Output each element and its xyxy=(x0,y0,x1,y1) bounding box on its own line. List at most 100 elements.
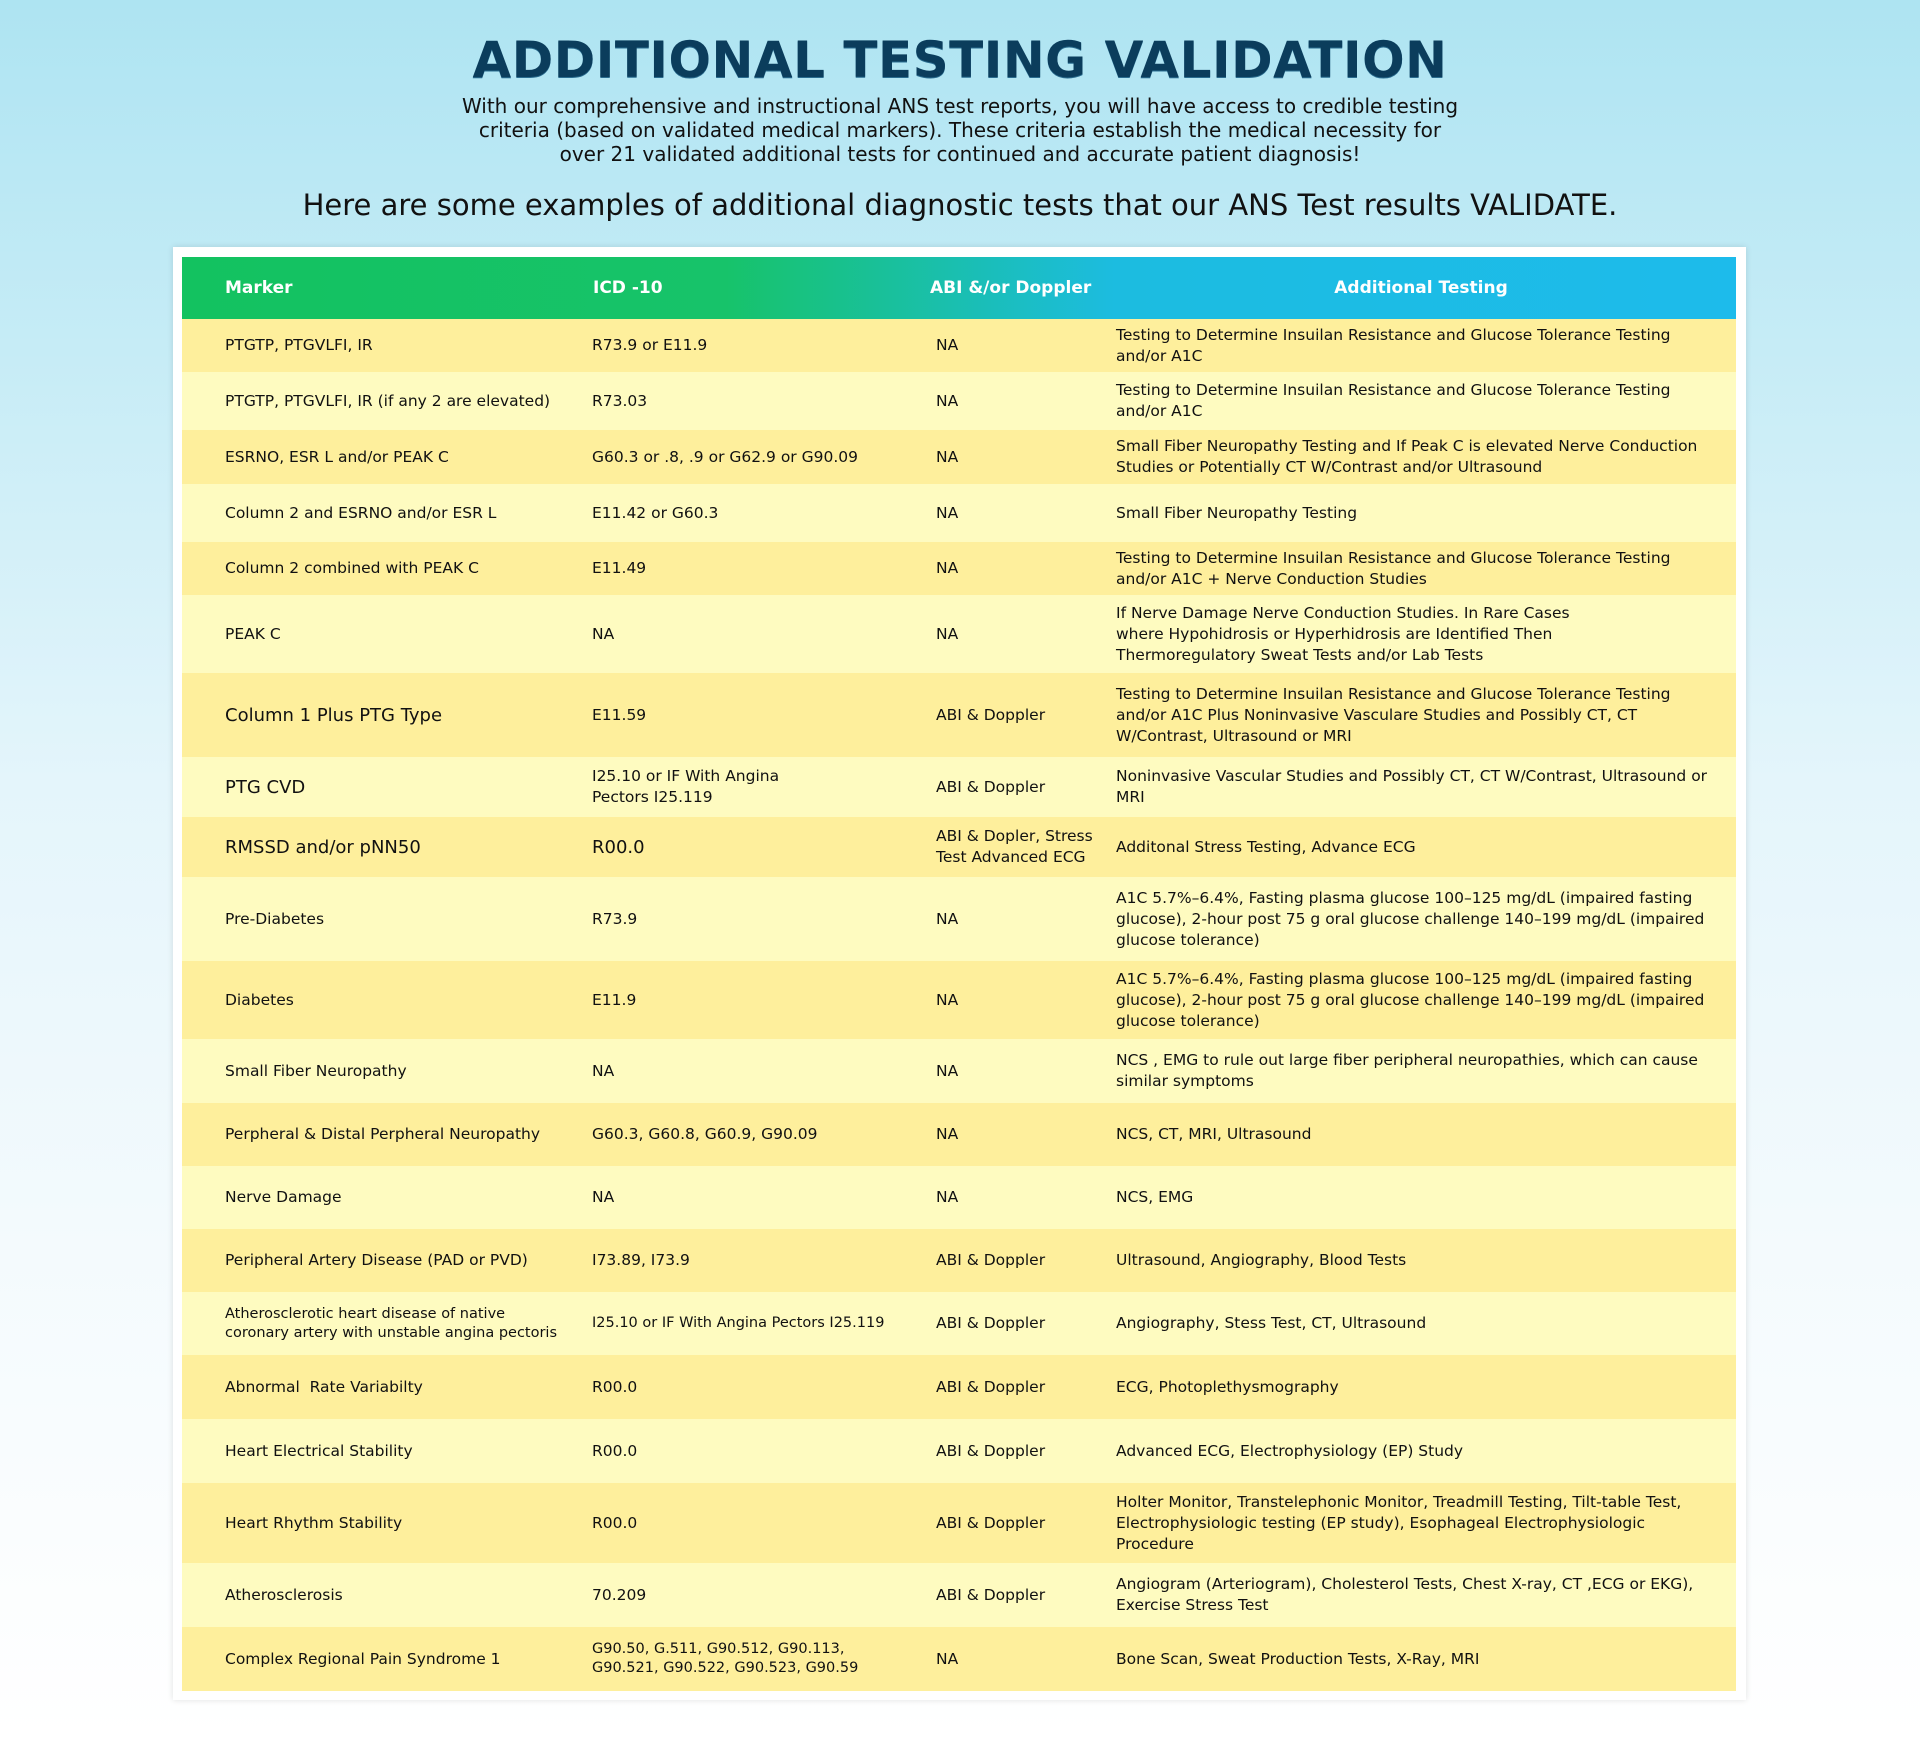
testing-cell: Angiography, Stess Test, CT, Ultrasound xyxy=(1116,1314,1427,1332)
table-header-row: Marker ICD -10 ABI &/or Doppler Addition… xyxy=(182,257,1736,319)
abi-cell: NA xyxy=(936,447,959,466)
testing-cell: Testing to Determine Insuilan Resistance… xyxy=(1116,684,1671,745)
abi-cell: ABI & Doppler xyxy=(936,1585,1046,1604)
testing-cell: Ultrasound, Angiography, Blood Tests xyxy=(1116,1251,1407,1269)
abi-cell: NA xyxy=(936,336,959,354)
subheading: Here are some examples of additional dia… xyxy=(302,188,1618,222)
marker-cell: RMSSD and/or pNN50 xyxy=(225,836,421,858)
abi-cell: NA xyxy=(936,503,959,522)
marker-cell: PTGTP, PTGVLFI, IR (if any 2 are elevate… xyxy=(225,391,551,410)
table-row: Heart Electrical Stability R00.0 ABI & D… xyxy=(182,1419,1736,1483)
marker-cell: Diabetes xyxy=(225,990,294,1009)
table-row: Atherosclerotic heart disease of native … xyxy=(182,1292,1736,1355)
marker-cell: Heart Electrical Stability xyxy=(225,1441,413,1460)
testing-cell: NCS, CT, MRI, Ultrasound xyxy=(1116,1125,1312,1143)
marker-cell: Atherosclerotic heart disease of native … xyxy=(225,1305,558,1341)
table-row: Diabetes E11.9 NA A1C 5.7%–6.4%, Fasting… xyxy=(182,961,1736,1039)
marker-cell: ESRNO, ESR L and/or PEAK C xyxy=(225,447,449,466)
icd-cell: I25.10 or IF With Angina Pectors I25.119 xyxy=(592,767,780,806)
icd-cell: E11.59 xyxy=(592,705,647,724)
abi-cell: ABI & Doppler xyxy=(936,1314,1046,1332)
icd-cell: G60.3 or .8, .9 or G62.9 or G90.09 xyxy=(592,447,858,466)
abi-cell: NA xyxy=(936,624,959,643)
intro-paragraph: With our comprehensive and instructional… xyxy=(461,94,1459,166)
abi-cell: NA xyxy=(936,1649,959,1668)
table-row: Abnormal Rate Variabilty R00.0 ABI & Dop… xyxy=(182,1355,1736,1419)
table-row: Small Fiber Neuropathy NA NA NCS , EMG t… xyxy=(182,1039,1736,1103)
table-card: Marker ICD -10 ABI &/or Doppler Addition… xyxy=(173,247,1746,1700)
column-header-additional-testing: Additional Testing xyxy=(1334,278,1508,298)
icd-cell: R73.9 or E11.9 xyxy=(592,336,708,354)
abi-cell: ABI & Doppler xyxy=(936,1377,1046,1396)
abi-cell: ABI & Doppler xyxy=(936,1251,1046,1269)
marker-cell: Abnormal Rate Variabilty xyxy=(225,1377,423,1396)
testing-table: Marker ICD -10 ABI &/or Doppler Addition… xyxy=(182,257,1736,1691)
marker-cell: Column 2 combined with PEAK C xyxy=(225,559,479,577)
icd-cell: 70.209 xyxy=(592,1585,647,1604)
testing-cell: Testing to Determine Insuilan Resistance… xyxy=(1116,325,1671,365)
table-row: PTG CVD I25.10 or IF With Angina Pectors… xyxy=(182,757,1736,817)
testing-cell: Small Fiber Neuropathy Testing and If Pe… xyxy=(1116,437,1698,476)
marker-cell: PTG CVD xyxy=(225,776,306,798)
abi-cell: NA xyxy=(936,909,959,928)
icd-cell: R00.0 xyxy=(592,836,645,858)
marker-cell: Column 2 and ESRNO and/or ESR L xyxy=(225,503,497,522)
testing-cell: Angiogram (Arteriogram), Cholesterol Tes… xyxy=(1116,1575,1694,1614)
icd-cell: NA xyxy=(592,1061,615,1080)
abi-cell: NA xyxy=(936,559,959,577)
table-row: Column 2 combined with PEAK C E11.49 NA … xyxy=(182,542,1736,595)
testing-cell: Testing to Determine Insuilan Resistance… xyxy=(1116,381,1671,420)
abi-cell: ABI & Doppler xyxy=(936,1441,1046,1460)
table-row: Heart Rhythm Stability R00.0 ABI & Doppl… xyxy=(182,1483,1736,1563)
icd-cell: NA xyxy=(592,1188,615,1206)
table-row: PTGTP, PTGVLFI, IR (if any 2 are elevate… xyxy=(182,372,1736,430)
testing-cell: A1C 5.7%–6.4%, Fasting plasma glucose 10… xyxy=(1116,888,1705,949)
abi-cell: NA xyxy=(936,391,959,410)
icd-cell: E11.42 or G60.3 xyxy=(592,503,719,522)
testing-cell: If Nerve Damage Nerve Conduction Studies… xyxy=(1116,603,1570,664)
abi-cell: NA xyxy=(936,1061,959,1080)
table-row: Complex Regional Pain Syndrome 1 G90.50,… xyxy=(182,1627,1736,1691)
testing-cell: Advanced ECG, Electrophysiology (EP) Stu… xyxy=(1116,1441,1464,1460)
icd-cell: R73.9 xyxy=(592,909,638,928)
page-header: ADDITIONAL TESTING VALIDATION With our c… xyxy=(0,0,1920,222)
table-row: Column 2 and ESRNO and/or ESR L E11.42 o… xyxy=(182,484,1736,542)
icd-cell: R73.03 xyxy=(592,391,648,410)
table-row: PEAK C NA NA If Nerve Damage Nerve Condu… xyxy=(182,595,1736,673)
marker-cell: Complex Regional Pain Syndrome 1 xyxy=(225,1649,501,1668)
table-row: Pre-Diabetes R73.9 NA A1C 5.7%–6.4%, Fas… xyxy=(182,877,1736,961)
table-row: PTGTP, PTGVLFI, IR R73.9 or E11.9 NA Tes… xyxy=(182,319,1736,372)
table-row: Nerve Damage NA NA NCS, EMG xyxy=(182,1166,1736,1229)
icd-cell: E11.9 xyxy=(592,990,637,1009)
testing-cell: Holter Monitor, Transtelephonic Monitor,… xyxy=(1116,1492,1682,1553)
column-header-marker: Marker xyxy=(225,278,293,298)
marker-cell: Column 1 Plus PTG Type xyxy=(225,704,443,726)
testing-cell: Noninvasive Vascular Studies and Possibl… xyxy=(1116,767,1708,806)
abi-cell: ABI & Doppler xyxy=(936,1513,1046,1532)
abi-cell: ABI & Doppler xyxy=(936,777,1046,796)
table-row: Perpheral & Distal Perpheral Neuropathy … xyxy=(182,1103,1736,1166)
marker-cell: Pre-Diabetes xyxy=(225,909,325,928)
testing-cell: Testing to Determine Insuilan Resistance… xyxy=(1116,548,1671,588)
abi-cell: NA xyxy=(936,1125,959,1143)
icd-cell: G60.3, G60.8, G60.9, G90.09 xyxy=(592,1125,818,1143)
abi-cell: NA xyxy=(936,990,959,1009)
icd-cell: I25.10 or IF With Angina Pectors I25.119 xyxy=(592,1315,885,1331)
icd-cell: E11.49 xyxy=(592,559,647,577)
marker-cell: Small Fiber Neuropathy xyxy=(225,1061,407,1080)
marker-cell: Perpheral & Distal Perpheral Neuropathy xyxy=(225,1125,541,1143)
column-header-abi-doppler: ABI &/or Doppler xyxy=(930,278,1092,298)
icd-cell: R00.0 xyxy=(592,1377,638,1396)
testing-cell: Additonal Stress Testing, Advance ECG xyxy=(1116,837,1416,856)
marker-cell: PTGTP, PTGVLFI, IR xyxy=(225,336,373,354)
page-title: ADDITIONAL TESTING VALIDATION xyxy=(472,31,1448,89)
icd-cell: R00.0 xyxy=(592,1513,638,1532)
table-row: Atherosclerosis 70.209 ABI & Doppler Ang… xyxy=(182,1563,1736,1627)
marker-cell: Atherosclerosis xyxy=(225,1585,343,1604)
testing-cell: Small Fiber Neuropathy Testing xyxy=(1116,503,1358,522)
marker-cell: Heart Rhythm Stability xyxy=(225,1513,403,1532)
abi-cell: NA xyxy=(936,1188,959,1206)
table-row: Peripheral Artery Disease (PAD or PVD) I… xyxy=(182,1229,1736,1292)
testing-cell: A1C 5.7%–6.4%, Fasting plasma glucose 10… xyxy=(1116,969,1705,1030)
icd-cell: R00.0 xyxy=(592,1441,638,1460)
